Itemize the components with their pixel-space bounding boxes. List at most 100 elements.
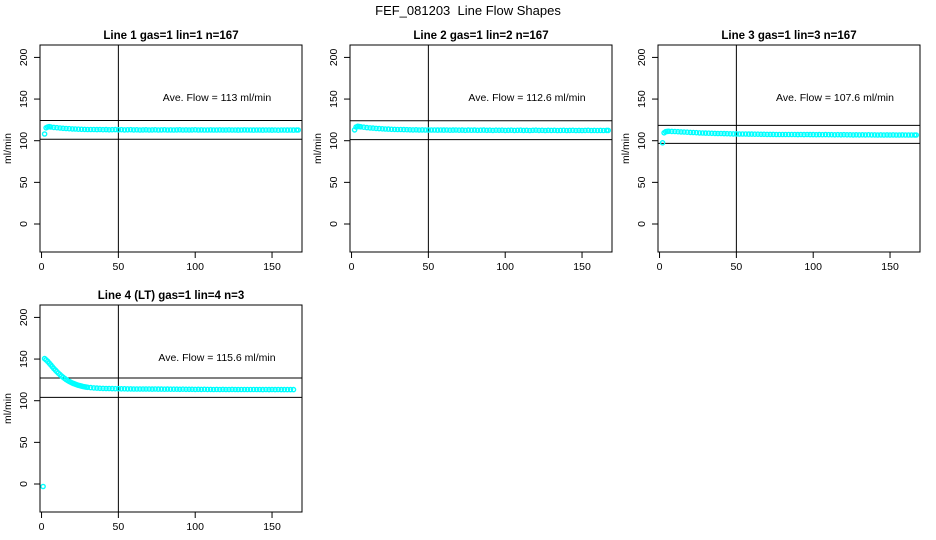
data-point [585,127,591,134]
data-point [91,385,97,391]
data-point [776,131,783,138]
data-point [250,127,257,133]
data-point [490,127,496,134]
data-point [579,127,585,134]
data-point [155,127,162,133]
data-point [868,132,875,138]
data-point [149,127,155,133]
data-point [672,128,678,135]
data-point [295,127,302,133]
data-point [259,127,266,133]
data-point [810,131,816,138]
ave-flow-annotation: Ave. Flow = 115.6 ml/min [158,352,275,364]
data-point [718,130,724,137]
data-point [727,131,733,137]
data-point [712,130,718,137]
data-point [850,132,856,138]
data-point [856,132,863,138]
data-point [410,127,416,133]
data-point [480,127,487,133]
data-point [542,127,548,134]
data-point [78,126,85,133]
data-point [551,127,558,134]
y-tick-label: 50 [18,436,30,448]
data-point [407,127,413,133]
panel-line-4: Line 4 (LT) gas=1 lin=4 n=3 0 50 100 150 200 m… [2,290,303,533]
data-point [232,386,238,393]
data-point [195,386,202,393]
y-tick-label: 100 [636,132,648,150]
data-point [440,127,447,133]
data-point [582,127,588,134]
data-point [247,127,254,133]
data-point [569,127,576,134]
data-point [453,127,459,133]
data-point [508,127,515,133]
data-point [281,386,288,393]
data-point [94,126,100,133]
data-point [791,131,798,138]
data-point [109,126,115,133]
data-point [232,127,238,133]
data-point [220,127,226,133]
data-point [401,126,407,133]
data-point [514,127,521,134]
data-point [207,127,214,133]
data-point [690,129,697,136]
data-point [235,386,241,393]
data-point [804,131,810,138]
data-point [709,130,715,137]
data-point [557,127,564,134]
data-point [170,127,177,133]
y-tick-label: 200 [636,48,648,66]
data-point [419,127,425,133]
data-point [124,127,131,133]
data-point [385,126,392,132]
x-tick-label: 100 [804,261,822,273]
data-point [825,131,832,138]
data-point [100,126,106,133]
data-point [127,386,134,392]
data-point [118,126,125,133]
data-point [890,132,896,138]
data-point [721,130,727,137]
ave-flow-annotation: Ave. Flow = 112.6 ml/min [468,92,585,104]
data-point [693,129,700,136]
data-point [499,127,505,133]
data-point [511,127,518,134]
data-point [536,127,542,134]
data-point [198,127,205,133]
data-point [170,386,177,392]
data-point [167,127,174,133]
data-point [838,132,844,138]
data-point [523,127,530,134]
x-axis: 0 50 100 150 [39,512,281,533]
data-point [75,126,82,132]
data-point [773,131,780,138]
y-tick-label: 200 [18,308,30,326]
data-point [189,386,195,393]
y-tick-label: 100 [328,132,340,150]
data-point [103,126,109,133]
data-point [376,125,383,132]
y-tick-label: 50 [18,176,30,188]
data-point [226,386,232,393]
data-point [137,386,143,392]
data-point [666,128,672,135]
data-point [560,127,567,134]
data-point [877,132,884,138]
data-point [127,126,134,133]
data-point [41,131,48,137]
data-point [517,127,524,133]
data-point [256,127,263,133]
data-point [54,124,60,131]
data-point [755,131,761,137]
data-point [167,386,174,392]
data-point [715,130,721,137]
panel-line-1: Line 1 gas=1 lin=1 n=167 0 50 100 150 200 ml/m… [2,30,303,273]
y-axis-label: ml/min [2,393,14,424]
data-point [533,127,539,133]
data-point [425,127,432,133]
data-point [764,131,770,138]
data-point [364,124,370,131]
